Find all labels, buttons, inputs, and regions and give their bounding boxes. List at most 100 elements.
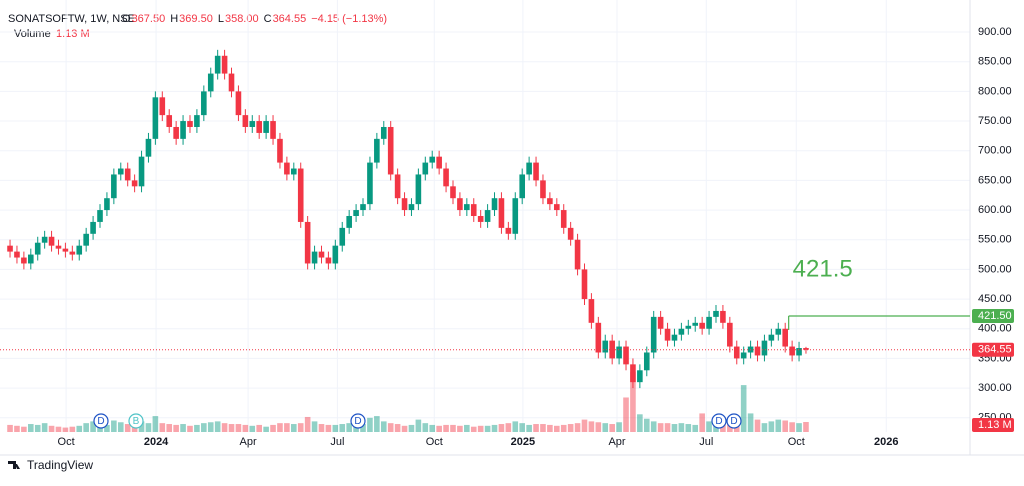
x-tick-label: Oct	[58, 436, 75, 448]
candle-body	[76, 245, 83, 255]
candle-body	[201, 91, 207, 116]
volume-bar	[380, 421, 387, 432]
ohlc-value: 367.50	[132, 13, 166, 25]
volume-bar	[609, 424, 615, 432]
volume-bar	[533, 424, 539, 432]
candle-body	[768, 334, 775, 341]
y-tick-label: 750.00	[978, 115, 1012, 127]
annotation: 421.5	[793, 255, 853, 282]
candle-body	[706, 316, 712, 329]
volume-bar	[554, 425, 560, 432]
event-label: D	[354, 416, 361, 427]
volume-bar	[775, 419, 782, 432]
candle-body	[464, 204, 470, 211]
candle-body	[7, 245, 13, 252]
x-tick-label: Oct	[788, 436, 805, 448]
volume-badge-label: 1.13 M	[978, 419, 1012, 431]
volume-bar	[69, 426, 76, 432]
volume-bar	[201, 423, 207, 432]
brand: TradingView	[27, 458, 93, 472]
volume-bar	[782, 420, 789, 432]
volume-bar	[374, 416, 380, 432]
candle-body	[671, 334, 678, 341]
candle-body	[450, 186, 456, 199]
volume-bar	[263, 426, 269, 432]
candle-body	[62, 248, 69, 252]
candle-body	[637, 370, 643, 383]
candle-body	[34, 242, 41, 255]
candle-body	[408, 204, 415, 211]
candle-body	[678, 328, 685, 335]
volume-bar	[325, 424, 332, 432]
candle-body	[720, 310, 726, 323]
last-price-label: 364.55	[978, 344, 1012, 356]
y-tick-label: 600.00	[978, 204, 1012, 216]
candle-body	[387, 126, 394, 175]
volume-bar	[498, 424, 505, 432]
volume-bar	[221, 423, 228, 432]
ohlc-key: O	[122, 13, 131, 25]
volume-bar	[83, 423, 89, 432]
volume-name: Volume	[14, 28, 51, 40]
event-label: D	[730, 416, 737, 427]
y-tick-label: 650.00	[978, 174, 1012, 186]
event-label: B	[133, 416, 140, 427]
volume-bar	[7, 424, 13, 432]
candle-body	[311, 251, 318, 264]
candle-body	[512, 198, 519, 234]
candle-body	[540, 180, 546, 199]
candle-body	[325, 257, 332, 264]
candle-body	[104, 198, 110, 211]
volume-bar	[761, 423, 768, 432]
volume-bar	[277, 423, 283, 432]
volume-bar	[512, 421, 519, 432]
price-badge	[972, 308, 1014, 323]
volume-bar	[90, 421, 96, 432]
volume-bar	[249, 425, 256, 432]
volume-bar	[699, 413, 705, 432]
volume-bar	[491, 424, 498, 432]
volume-bar	[505, 423, 512, 432]
symbol: SONATSOFTW, 1W, NSE	[8, 13, 135, 25]
candle-body	[443, 168, 449, 187]
volume-bar	[194, 424, 200, 432]
candle-body	[152, 97, 159, 139]
candle-body	[484, 210, 491, 222]
x-tick-label: Jul	[699, 436, 713, 448]
volume-bar	[394, 424, 401, 432]
candle-body	[533, 162, 539, 181]
volume-bar	[291, 424, 297, 432]
volume-bar	[457, 425, 463, 432]
candle-body	[616, 346, 622, 359]
volume-bar	[104, 424, 110, 432]
volume-bar	[588, 421, 595, 432]
volume-bar	[21, 426, 27, 432]
candle-body	[173, 126, 179, 139]
candle-body	[477, 216, 484, 222]
volume-bar	[304, 416, 311, 432]
volume-bar	[173, 424, 179, 432]
candle-body	[394, 174, 401, 199]
volume-bar	[235, 424, 242, 432]
volume-bar	[727, 423, 733, 432]
volume-bar	[768, 421, 775, 432]
candle-body	[194, 115, 200, 127]
candle-body	[630, 364, 636, 383]
volume-bar	[27, 424, 34, 432]
volume-bar	[789, 422, 795, 432]
event-label: D	[715, 416, 722, 427]
ohlc-key: C	[264, 13, 272, 25]
y-tick-label: 700.00	[978, 145, 1012, 157]
candle-body	[138, 156, 145, 187]
candle-body	[187, 121, 193, 127]
volume-bar	[754, 419, 761, 432]
volume-bar	[616, 422, 622, 432]
volume-bar	[643, 418, 650, 432]
y-tick-label: 450.00	[978, 293, 1012, 305]
candle-body	[346, 216, 352, 228]
candle-body	[97, 210, 103, 222]
volume-bar	[422, 423, 429, 432]
volume-bar	[318, 424, 325, 432]
candle-body	[69, 251, 76, 255]
volume-bar	[470, 426, 477, 432]
